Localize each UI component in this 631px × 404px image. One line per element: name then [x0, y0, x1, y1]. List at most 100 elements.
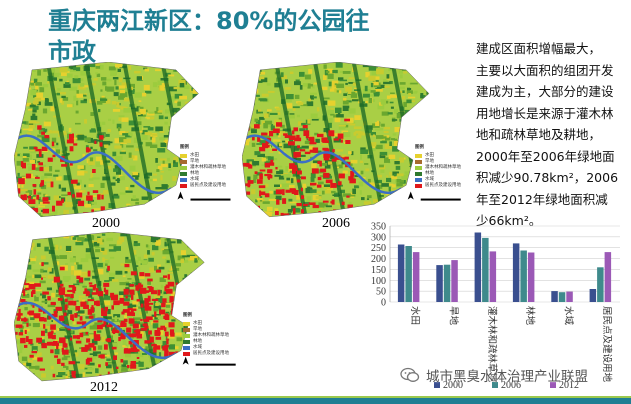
legend-swatch — [183, 334, 190, 338]
legend-item: 水田 — [415, 153, 461, 159]
legend-item: 水域 — [183, 345, 229, 351]
bar — [489, 251, 497, 302]
legend-swatch — [180, 166, 187, 170]
y-tick-label: 350 — [371, 222, 386, 233]
x-tick-label: 林地 — [524, 306, 536, 326]
bar — [436, 265, 443, 302]
legend-label: 水田 — [193, 321, 202, 326]
description-line: 建成为主，大部分的建设 — [476, 84, 614, 99]
land-use-map-2012 — [14, 232, 236, 382]
legend-swatch — [183, 322, 190, 326]
scale-bar — [420, 198, 461, 201]
legend-swatch — [415, 172, 422, 176]
description-line: 少66km²。 — [476, 213, 542, 228]
description-line: 主要以大面积的组团开发 — [476, 62, 614, 78]
legend-swatch — [183, 328, 190, 332]
legend-title: 图例 — [415, 145, 424, 150]
y-tick-label: 0 — [381, 298, 386, 309]
legend-label: 水田 — [190, 153, 199, 158]
bar — [451, 260, 458, 302]
legend-swatch — [183, 340, 190, 344]
legend-swatch — [415, 154, 422, 158]
legend-label: 水田 — [425, 153, 434, 158]
bar — [474, 232, 482, 302]
bar — [520, 250, 527, 302]
bar — [412, 252, 420, 302]
legend-item: 林地 — [415, 171, 461, 177]
legend-swatch — [492, 382, 498, 388]
map-year-2000: 2000 — [92, 216, 120, 231]
legend-swatch — [180, 184, 187, 188]
legend-item: 居民点及建设用地 — [183, 351, 229, 357]
land-use-map-2000 — [14, 62, 231, 218]
legend-swatch — [415, 178, 422, 182]
description-line: 地和疏林草地及耕地， — [476, 127, 602, 142]
legend-item: 旱地 — [180, 159, 226, 165]
y-tick-label: 200 — [371, 254, 386, 265]
legend-item: 水域 — [415, 177, 461, 183]
bar — [405, 246, 412, 302]
bar — [443, 264, 451, 302]
footer-accent-line — [0, 396, 631, 398]
legend-item: 旱地 — [415, 159, 461, 165]
legend-item: 居民点及建设用地 — [180, 183, 226, 189]
legend-item: 水田 — [180, 153, 226, 159]
bar — [512, 243, 520, 302]
legend-swatch — [180, 172, 187, 176]
legend-item: 水田 — [183, 321, 229, 327]
map-year-2012: 2012 — [90, 380, 118, 395]
land-use-map-2006 — [242, 62, 461, 218]
legend-label: 居民点及建设用地 — [190, 183, 226, 188]
legend-label: 2000 — [443, 380, 463, 391]
legend-label: 旱地 — [193, 327, 202, 332]
north-arrow-icon — [177, 191, 184, 200]
legend-label: 灌木林和疏林草地 — [190, 165, 226, 170]
y-tick-label: 300 — [371, 232, 386, 243]
map-legend-2006: 图例 水田 旱地 灌木林和疏林草地 林地 水域 居民点及建设用地 — [415, 145, 461, 189]
legend-label: 旱地 — [425, 159, 434, 164]
bar — [597, 267, 604, 302]
legend-label: 水域 — [193, 345, 202, 350]
y-tick-label: 100 — [371, 276, 386, 287]
description-line: 年至2012年绿地面积减 — [476, 191, 608, 207]
legend-title: 图例 — [180, 145, 189, 150]
y-tick-label: 150 — [371, 265, 386, 276]
legend-label: 水域 — [425, 177, 434, 182]
x-tick-label: 水田 — [409, 306, 421, 325]
scale-bar — [190, 198, 231, 201]
legend-swatch — [180, 178, 187, 182]
description-line: 积减少90.78km²，2006 — [476, 170, 619, 185]
x-tick-label: 灌木林和疏林草地 — [486, 306, 498, 383]
legend-title: 图例 — [183, 313, 192, 318]
x-tick-label: 水域 — [563, 306, 575, 326]
legend-label: 旱地 — [190, 159, 199, 164]
legend-item: 林地 — [180, 171, 226, 177]
north-arrow-icon — [182, 356, 189, 365]
legend-label: 林地 — [193, 339, 202, 344]
legend-item: 灌木林和疏林草地 — [180, 165, 226, 171]
legend-label: 林地 — [190, 171, 199, 176]
x-tick-label: 居民点及建设用地 — [601, 306, 613, 383]
bar — [558, 292, 566, 302]
bar — [604, 252, 612, 302]
bar — [589, 289, 597, 302]
footer-bar — [0, 398, 631, 404]
legend-label: 居民点及建设用地 — [425, 183, 461, 188]
description-paragraph: 建成区面积增幅最大， 主要以大面积的组团开发 建成为主，大部分的建设 用地增长是… — [476, 38, 626, 232]
legend-swatch — [415, 160, 422, 164]
watermark: 城市黑臭水体治理产业联盟 — [400, 362, 626, 388]
legend-label: 灌木林和疏林草地 — [425, 165, 461, 170]
legend-label: 水域 — [190, 177, 199, 182]
bar — [482, 237, 489, 302]
legend-label: 居民点及建设用地 — [193, 351, 229, 356]
legend-item: 水域 — [180, 177, 226, 183]
legend-swatch — [550, 382, 556, 388]
legend-item: 旱地 — [183, 327, 229, 333]
bar — [566, 291, 573, 302]
north-arrow-icon — [407, 191, 414, 200]
legend-swatch — [415, 184, 422, 188]
legend-label: 2012 — [559, 380, 579, 391]
bar — [527, 252, 535, 302]
legend-item: 灌木林和疏林草地 — [415, 165, 461, 171]
